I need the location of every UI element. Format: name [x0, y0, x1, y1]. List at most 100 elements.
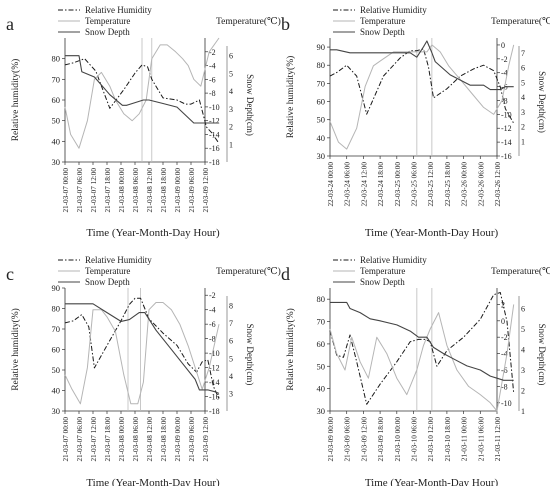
x-tick-label: 22-03-24 06:00	[344, 162, 352, 207]
rh-tick-label: 60	[52, 345, 61, 355]
series-snow-depth	[65, 55, 219, 124]
x-tick-label: 21-03-10 18:00	[444, 417, 452, 462]
x-tick-label: 21-03-08 12:00	[146, 168, 154, 213]
rh-tick-label: 60	[317, 339, 326, 349]
snow-tick-label: 5	[229, 69, 233, 78]
x-tick-label: 21-03-08 18:00	[160, 417, 168, 462]
legend-label: Snow Depth	[85, 277, 130, 287]
snow-tick-label: 5	[521, 78, 525, 87]
x-tick-label: 21-03-08 00:00	[118, 417, 126, 462]
legend-label: Temperature	[360, 16, 405, 26]
x-tick-label: 21-03-08 18:00	[160, 168, 168, 213]
x-tick-label: 21-03-09 06:00	[344, 417, 352, 462]
snow-tick-label: 1	[521, 407, 525, 416]
snow-tick-label: 1	[521, 137, 525, 146]
snow-tick-label: 7	[521, 49, 525, 58]
legend-label: Snow Depth	[360, 27, 405, 37]
rh-tick-label: 60	[317, 97, 326, 107]
series-snow-depth	[330, 301, 514, 381]
y-axis-title-snow: Snow Depth(cm)	[245, 74, 255, 136]
x-tick-label: 21-03-07 18:00	[104, 168, 112, 213]
snow-tick-label: 3	[229, 389, 233, 398]
temp-tick-label: -4	[209, 62, 216, 71]
legend-label: Relative Humidity	[360, 255, 427, 265]
rh-tick-label: 40	[52, 136, 61, 146]
x-tick-label: 21-03-08 12:00	[146, 417, 154, 462]
rh-tick-label: 40	[317, 133, 326, 143]
x-tick-label: 22-03-26 06:00	[477, 162, 485, 207]
panel-b: b30405060708090-16-14-12-10-8-6-4-201234…	[281, 5, 550, 239]
x-axis-title: Time (Year-Month-Day Hour)	[86, 227, 220, 239]
rh-tick-label: 70	[52, 324, 61, 334]
x-tick-label: 22-03-25 06:00	[411, 162, 419, 207]
temp-tick-label: -4	[501, 69, 508, 78]
rh-tick-label: 40	[52, 386, 61, 396]
snow-tick-label: 1	[229, 140, 233, 149]
temp-tick-label: 0	[501, 317, 505, 326]
x-tick-label: 21-03-07 00:00	[62, 417, 70, 462]
legend-label: Relative Humidity	[360, 5, 427, 15]
snow-tick-label: 3	[521, 108, 525, 117]
rh-tick-label: 50	[317, 115, 326, 125]
x-tick-label: 22-03-25 18:00	[444, 162, 452, 207]
temp-tick-label: -8	[501, 96, 508, 105]
rh-tick-label: 80	[317, 294, 326, 304]
x-tick-label: 21-03-08 06:00	[132, 168, 140, 213]
series-relative-humidity	[64, 297, 220, 399]
x-tick-label: 21-03-11 12:00	[494, 417, 502, 462]
x-tick-label: 22-03-25 12:00	[427, 162, 435, 207]
temp-tick-label: -10	[209, 103, 220, 112]
y-axis-title-temperature: Temperature(℃)	[491, 266, 550, 277]
temp-tick-label: -12	[209, 117, 220, 126]
temp-tick-label: -4	[209, 306, 216, 315]
x-tick-label: 21-03-07 12:00	[90, 417, 98, 462]
x-tick-label: 22-03-26 12:00	[494, 162, 502, 207]
x-tick-label: 21-03-10 06:00	[411, 417, 419, 462]
snow-tick-label: 6	[229, 52, 233, 61]
series-temperature	[329, 304, 515, 412]
snow-tick-label: 4	[521, 93, 525, 102]
legend-label: Temperature	[85, 266, 130, 276]
panel-label: b	[281, 14, 290, 34]
temp-tick-label: -14	[209, 378, 220, 387]
x-tick-label: 21-03-08 00:00	[118, 168, 126, 213]
temp-tick-label: -6	[209, 75, 216, 84]
temp-tick-label: -18	[209, 158, 220, 167]
rh-tick-label: 70	[317, 317, 326, 327]
panel-a: a 30 40 50 60 70 80 -18 -16 -14 -12 -10 -8 -6 -4 -2 1 2 3 4…	[6, 5, 281, 239]
y-axis-title-temperature: Temperature(℃)	[216, 266, 281, 277]
temp-tick-label: -18	[209, 407, 220, 416]
x-tick-label: 21-03-09 12:00	[202, 168, 210, 213]
snow-tick-label: 3	[229, 105, 233, 114]
x-tick-label: 22-03-26 00:00	[461, 162, 469, 207]
y-axis-title-snow: Snow Depth(cm)	[245, 324, 255, 386]
panel-label: d	[281, 264, 290, 284]
temp-tick-label: -8	[209, 335, 216, 344]
temp-tick-label: -16	[501, 152, 512, 161]
temp-tick-label: -2	[209, 48, 216, 57]
rh-tick-label: 30	[52, 157, 61, 167]
series-snow-depth	[330, 40, 514, 91]
rh-tick-label: 50	[52, 365, 61, 375]
legend-label: Temperature	[85, 16, 130, 26]
y-axis-title-temperature: Temperature(℃)	[216, 16, 281, 27]
rh-tick-label: 70	[317, 78, 326, 88]
snow-tick-label: 4	[229, 87, 233, 96]
temp-tick-label: -8	[209, 89, 216, 98]
x-tick-label: 21-03-09 06:00	[188, 168, 196, 213]
snow-tick-label: 2	[521, 387, 525, 396]
x-tick-label: 21-03-09 12:00	[202, 417, 210, 462]
x-tick-label: 21-03-09 00:00	[174, 168, 182, 213]
rh-tick-label: 80	[52, 304, 61, 314]
temp-tick-label: -10	[501, 399, 512, 408]
snow-tick-label: 8	[229, 302, 233, 311]
rh-tick-label: 50	[317, 361, 326, 371]
rh-tick-label: 70	[52, 74, 61, 84]
series-temperature	[64, 302, 220, 405]
x-tick-label: 21-03-07 00:00	[62, 168, 70, 213]
x-tick-label: 21-03-07 06:00	[76, 417, 84, 462]
legend-label: Snow Depth	[360, 277, 405, 287]
legend-label: Temperature	[360, 266, 405, 276]
